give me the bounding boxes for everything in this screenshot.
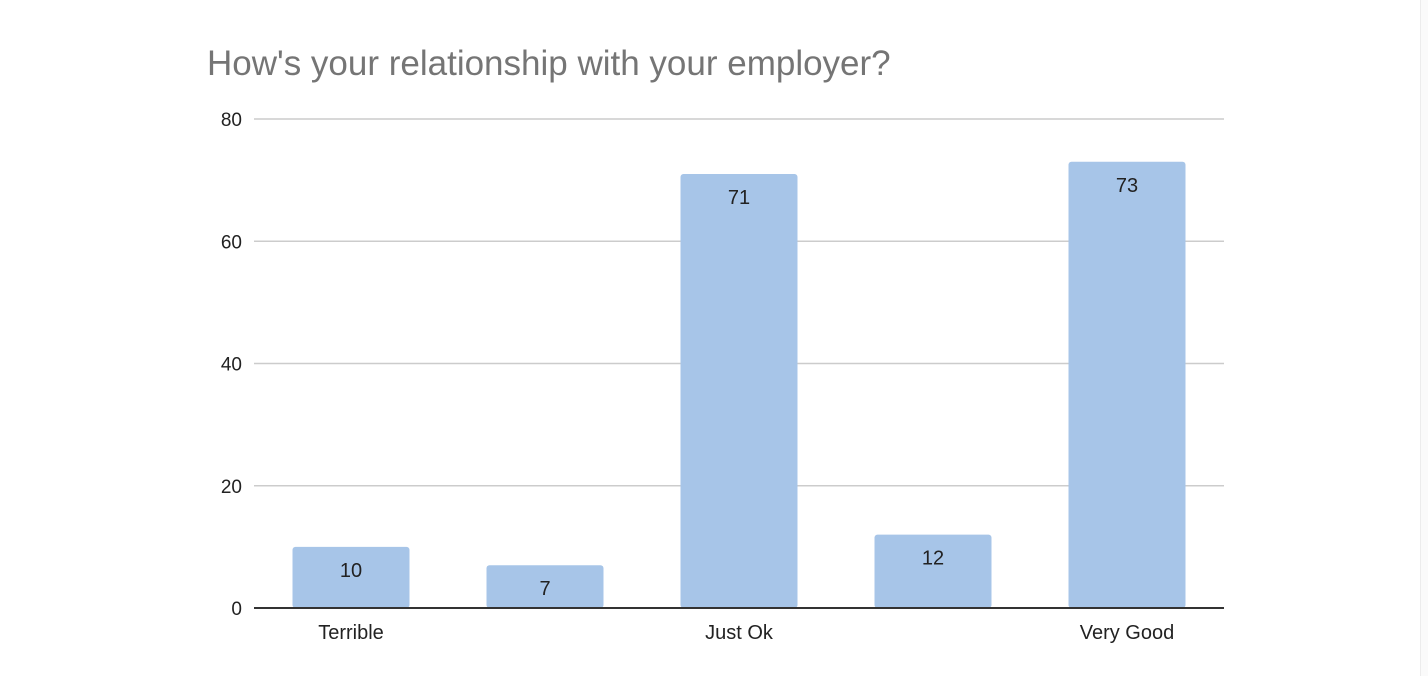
data-label: 12 (922, 548, 944, 570)
y-tick-label: 20 (221, 477, 242, 498)
bar (680, 174, 798, 608)
x-category-label: Very Good (1080, 622, 1175, 644)
bar (486, 565, 604, 608)
data-label: 7 (539, 578, 550, 600)
x-category-label: Terrible (318, 622, 384, 644)
data-labels: 10 7 71 12 73 (340, 175, 1138, 600)
y-tick-label: 60 (221, 232, 242, 253)
scroll-edge (1420, 0, 1428, 676)
chart-title: How's your relationship with your employ… (207, 44, 891, 83)
y-tick-label: 40 (221, 355, 242, 376)
y-tick-label: 0 (231, 599, 242, 620)
x-axis-category-labels: Terrible Just Ok Very Good (318, 622, 1174, 644)
bars (292, 161, 1186, 608)
y-axis-tick-labels: 0 20 40 60 80 (221, 110, 242, 620)
data-label: 73 (1116, 175, 1138, 197)
bar (292, 546, 410, 608)
bar (874, 534, 992, 608)
bar (1068, 161, 1186, 608)
x-category-label: Just Ok (705, 622, 774, 644)
y-tick-label: 80 (221, 110, 242, 131)
data-label: 10 (340, 560, 362, 582)
data-label: 71 (728, 187, 750, 209)
